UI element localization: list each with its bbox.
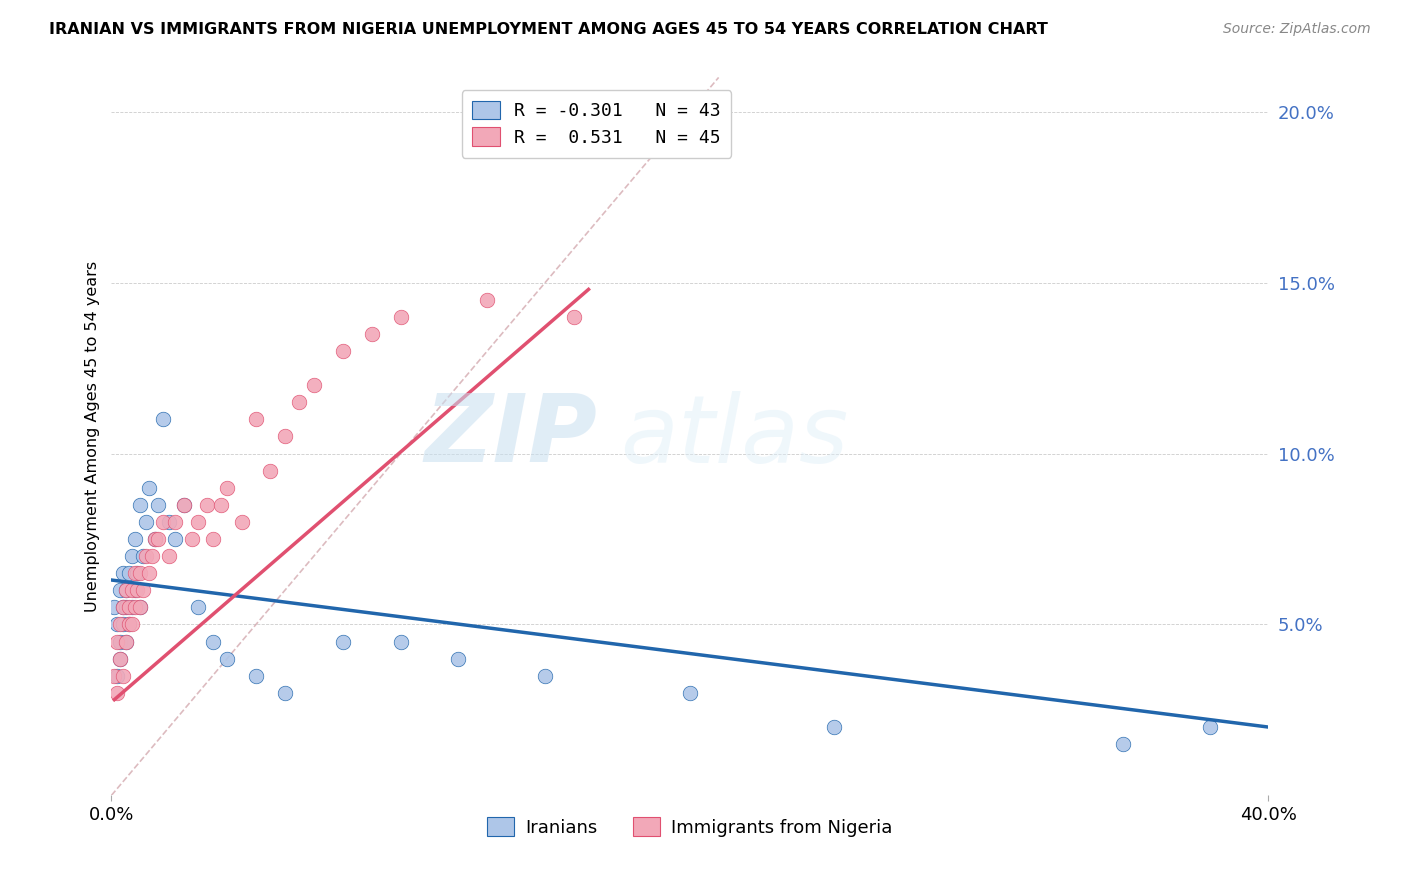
Point [111,617,134,632]
Point [121,600,143,615]
Point [108,634,131,648]
Point [157,549,180,563]
Point [152,412,174,426]
Point [332,634,354,648]
Point [124,600,146,615]
Point [127,583,149,598]
Text: ZIP: ZIP [425,391,598,483]
Point [217,651,239,665]
Point [146,532,169,546]
Point [562,310,585,324]
Point [108,583,131,598]
Point [111,669,134,683]
Point [274,686,297,700]
Point [129,600,152,615]
Point [195,498,218,512]
Point [157,515,180,529]
Point [302,378,325,392]
Point [103,600,125,615]
Point [143,532,166,546]
Point [105,634,128,648]
Point [105,669,128,683]
Point [121,617,143,632]
Point [173,498,195,512]
Point [127,566,149,581]
Point [105,686,128,700]
Point [111,600,134,615]
Point [118,600,141,615]
Point [823,720,845,734]
Point [217,481,239,495]
Point [132,583,155,598]
Point [105,617,128,632]
Text: IRANIAN VS IMMIGRANTS FROM NIGERIA UNEMPLOYMENT AMONG AGES 45 TO 54 YEARS CORREL: IRANIAN VS IMMIGRANTS FROM NIGERIA UNEMP… [49,22,1047,37]
Point [108,651,131,665]
Point [447,651,470,665]
Point [245,412,267,426]
Point [118,617,141,632]
Point [201,634,224,648]
Point [111,566,134,581]
Point [245,669,267,683]
Point [115,583,138,598]
Point [389,310,412,324]
Point [121,549,143,563]
Point [146,498,169,512]
Point [118,617,141,632]
Point [124,566,146,581]
Point [135,515,157,529]
Text: Source: ZipAtlas.com: Source: ZipAtlas.com [1223,22,1371,37]
Point [259,464,281,478]
Point [108,651,131,665]
Point [360,326,382,341]
Point [187,600,209,615]
Point [115,634,138,648]
Point [1199,720,1222,734]
Point [124,532,146,546]
Point [115,583,138,598]
Point [138,481,160,495]
Point [129,600,152,615]
Point [477,293,499,307]
Point [129,498,152,512]
Point [201,532,224,546]
Y-axis label: Unemployment Among Ages 45 to 54 years: Unemployment Among Ages 45 to 54 years [86,260,100,612]
Point [108,617,131,632]
Point [143,532,166,546]
Point [103,669,125,683]
Point [129,566,152,581]
Point [135,549,157,563]
Point [121,583,143,598]
Point [138,566,160,581]
Point [181,532,204,546]
Point [115,600,138,615]
Point [231,515,253,529]
Point [389,634,412,648]
Point [679,686,702,700]
Point [187,515,209,529]
Point [288,395,311,409]
Point [141,549,163,563]
Point [118,566,141,581]
Point [534,669,557,683]
Text: atlas: atlas [620,391,849,482]
Point [209,498,232,512]
Point [152,515,174,529]
Point [1112,737,1135,751]
Point [163,515,186,529]
Point [274,429,297,443]
Point [115,634,138,648]
Point [124,583,146,598]
Point [173,498,195,512]
Point [332,343,354,358]
Point [111,600,134,615]
Point [132,549,155,563]
Point [163,532,186,546]
Legend: Iranians, Immigrants from Nigeria: Iranians, Immigrants from Nigeria [479,810,900,844]
